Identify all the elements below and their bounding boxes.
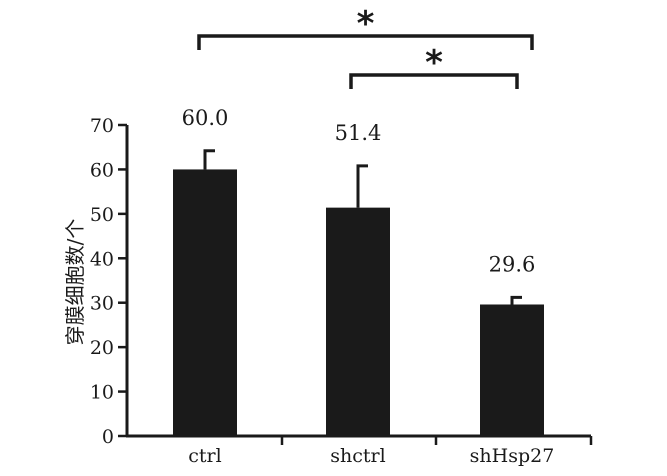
value-label: 60.0 <box>182 106 229 130</box>
bar <box>326 207 390 436</box>
category-label: ctrl <box>188 445 221 467</box>
significance-brackets: ** <box>197 4 534 89</box>
significance-bracket <box>349 73 519 89</box>
y-tick-label: 60 <box>90 159 114 181</box>
y-tick-label: 30 <box>90 293 114 315</box>
y-tick-label: 0 <box>102 426 114 448</box>
significance-bracket <box>197 34 534 50</box>
y-tick-label: 40 <box>90 248 114 270</box>
bar <box>173 169 237 436</box>
y-tick-label: 10 <box>90 382 114 404</box>
y-tick-label: 20 <box>90 337 114 359</box>
bar <box>480 304 544 436</box>
y-tick-label: 70 <box>90 115 114 137</box>
significance-star: * <box>357 4 375 44</box>
value-label: 29.6 <box>489 252 536 276</box>
bars <box>173 149 544 436</box>
category-label: shHsp27 <box>470 445 555 467</box>
value-label: 51.4 <box>335 121 382 145</box>
category-label: shctrl <box>330 445 385 467</box>
significance-star: * <box>425 43 443 83</box>
y-tick-label: 50 <box>90 204 114 226</box>
y-axis-label: 穿膜细胞数/个 <box>63 219 87 346</box>
labels: 60.0 ctrl 51.4 shctrl 29.6 shHsp27 <box>182 106 555 467</box>
